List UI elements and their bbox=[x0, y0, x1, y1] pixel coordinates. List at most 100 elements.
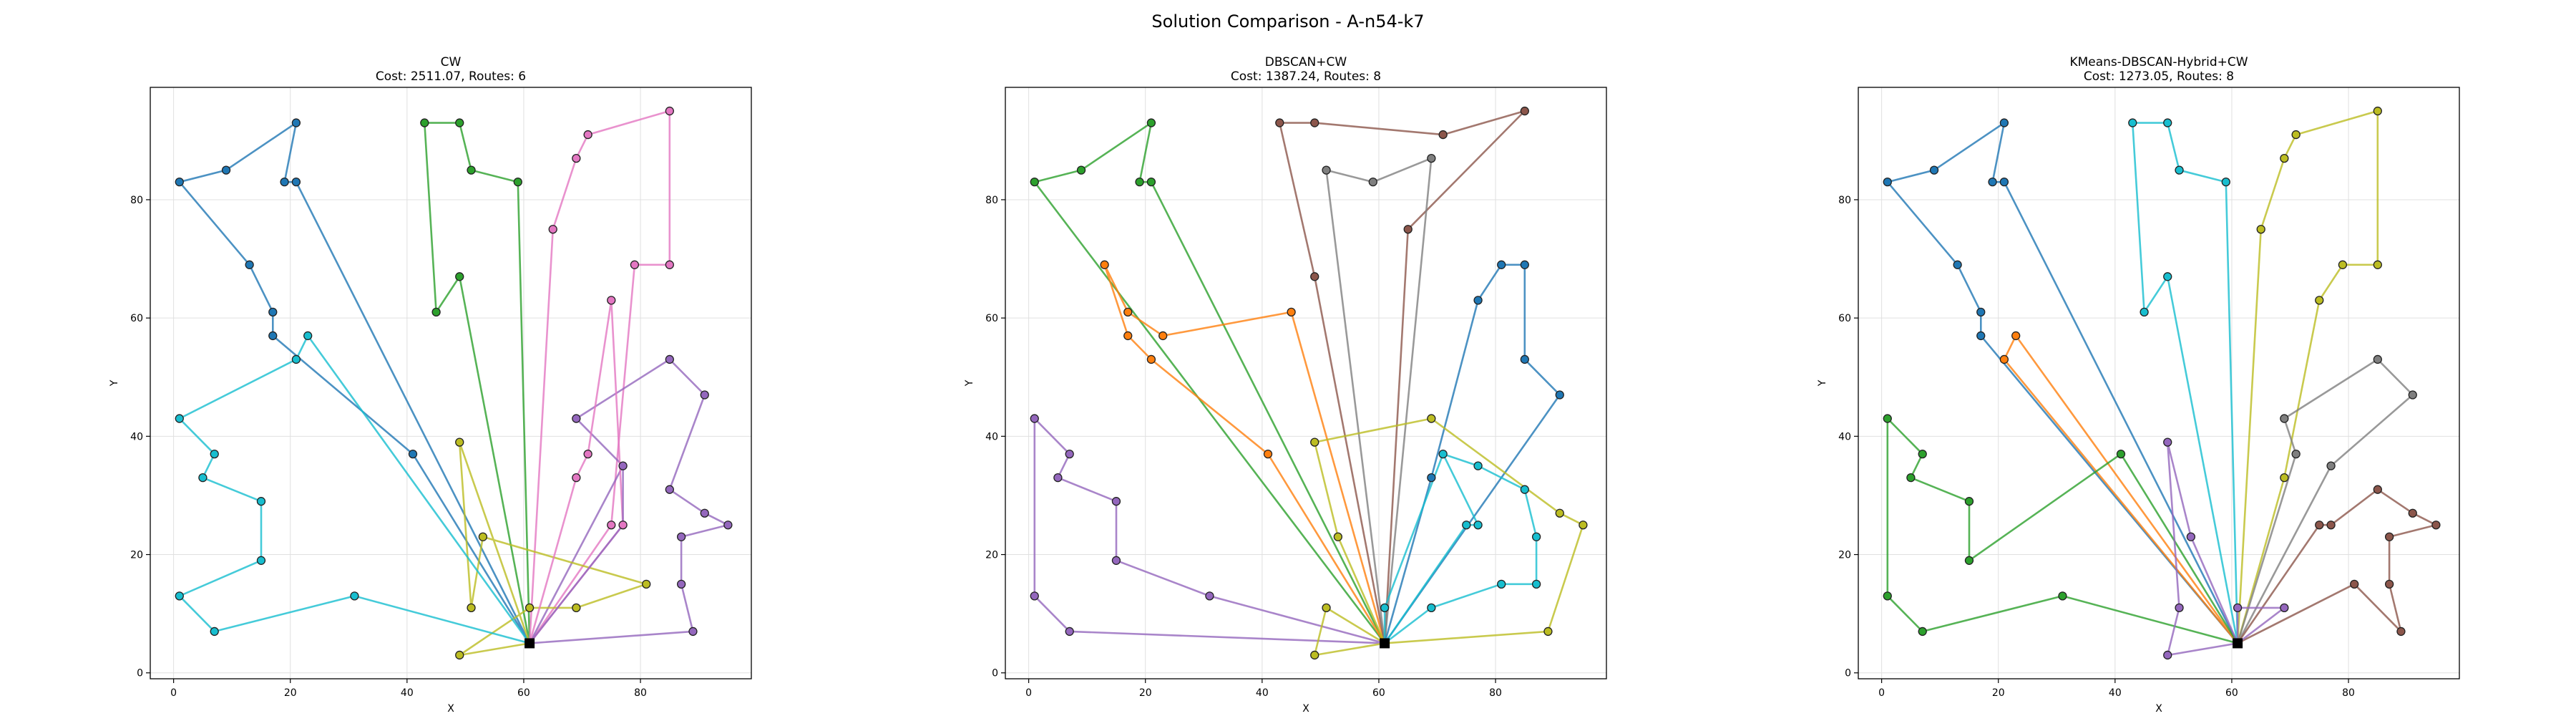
customer-point bbox=[2186, 532, 2196, 541]
route-5-line bbox=[2236, 358, 2414, 644]
customer-point bbox=[1579, 521, 1588, 530]
customer-point bbox=[2373, 485, 2382, 494]
customer-point bbox=[1100, 260, 1109, 269]
chart-title: DBSCAN+CW bbox=[1265, 55, 1347, 69]
route-3-line bbox=[2132, 122, 2239, 644]
x-tick-label: 20 bbox=[1992, 687, 2005, 699]
customer-point bbox=[1543, 626, 1553, 637]
customer-point bbox=[455, 437, 464, 447]
customer-point bbox=[1473, 521, 1483, 530]
customer-point bbox=[1380, 603, 1390, 613]
route-1-line bbox=[178, 122, 531, 644]
customer-point bbox=[1310, 437, 1319, 447]
customer-point bbox=[1146, 118, 1156, 127]
customer-point bbox=[1030, 178, 1039, 187]
customer-point bbox=[291, 118, 301, 127]
chart-subtitle: Cost: 1387.24, Routes: 8 bbox=[1231, 69, 1381, 84]
x-tick-label: 80 bbox=[2342, 687, 2355, 699]
y-tick-label: 40 bbox=[130, 431, 143, 442]
route-7-line bbox=[1886, 417, 2239, 644]
customer-point bbox=[2011, 331, 2021, 341]
customer-point bbox=[2408, 508, 2417, 518]
x-tick-label: 0 bbox=[1025, 687, 1032, 699]
customer-point bbox=[175, 178, 184, 187]
customer-point bbox=[1123, 307, 1133, 317]
customer-point bbox=[268, 331, 278, 341]
customer-point bbox=[1918, 626, 1927, 637]
customer-point bbox=[221, 165, 231, 175]
x-tick-label: 40 bbox=[1256, 687, 1269, 699]
customer-point bbox=[1999, 118, 2009, 127]
route-3-line bbox=[1279, 110, 1526, 644]
route-4-line bbox=[528, 358, 729, 644]
customer-point bbox=[175, 414, 184, 423]
customer-point bbox=[1497, 579, 1506, 589]
customer-point bbox=[2221, 178, 2230, 187]
axes-frame bbox=[1005, 87, 1607, 679]
customer-point bbox=[2280, 473, 2289, 483]
y-tick-label: 80 bbox=[130, 195, 143, 206]
x-tick-label: 80 bbox=[1489, 687, 1502, 699]
customer-point bbox=[700, 508, 709, 518]
customer-point bbox=[268, 307, 278, 317]
customer-point bbox=[1520, 260, 1529, 269]
customer-point bbox=[642, 579, 651, 589]
customer-point bbox=[2175, 603, 2184, 613]
customer-point bbox=[1368, 178, 1377, 187]
customer-point bbox=[245, 260, 254, 269]
customer-point bbox=[1427, 603, 1436, 613]
customer-point bbox=[2280, 414, 2289, 423]
route-1-line bbox=[1033, 122, 1386, 644]
route-segment-1 bbox=[2236, 606, 2285, 644]
customer-point bbox=[1964, 556, 1974, 565]
customer-point bbox=[1555, 390, 1564, 400]
y-tick-label: 0 bbox=[992, 668, 998, 679]
route-segment-1 bbox=[528, 299, 624, 644]
route-segment-2 bbox=[1313, 606, 1385, 657]
customer-point bbox=[1883, 178, 1892, 187]
customer-point bbox=[2315, 296, 2324, 305]
customer-point bbox=[607, 296, 616, 305]
x-axis-label: X bbox=[2155, 703, 2162, 715]
axes-frame bbox=[150, 87, 752, 679]
customer-point bbox=[467, 165, 476, 175]
customer-point bbox=[1310, 272, 1319, 281]
customer-point bbox=[1918, 449, 1927, 459]
customer-point bbox=[2384, 579, 2394, 589]
customer-point bbox=[2233, 603, 2243, 613]
customer-point bbox=[1310, 118, 1319, 127]
route-segment-1 bbox=[1384, 453, 1479, 644]
customer-point bbox=[1146, 354, 1156, 364]
x-tick-label: 60 bbox=[2225, 687, 2238, 699]
customer-point bbox=[1065, 626, 1074, 637]
route-4-line bbox=[2236, 110, 2379, 644]
customer-point bbox=[572, 473, 581, 483]
customer-point bbox=[303, 331, 313, 341]
customer-point bbox=[1053, 473, 1063, 483]
customer-point bbox=[1964, 497, 1974, 506]
customer-point bbox=[280, 178, 289, 187]
customer-point bbox=[688, 626, 698, 637]
customer-point bbox=[431, 307, 441, 317]
customer-point bbox=[2338, 260, 2348, 269]
customer-point bbox=[572, 414, 581, 423]
customer-point bbox=[723, 521, 733, 530]
customer-point bbox=[676, 579, 686, 589]
customer-point bbox=[572, 603, 581, 613]
customer-point bbox=[665, 260, 674, 269]
customer-point bbox=[618, 461, 628, 470]
x-tick-label: 0 bbox=[170, 687, 177, 699]
customer-point bbox=[700, 390, 709, 400]
x-tick-label: 0 bbox=[1878, 687, 1885, 699]
customer-point bbox=[2140, 307, 2149, 317]
customer-point bbox=[1953, 260, 1962, 269]
route-7-line bbox=[1313, 417, 1584, 644]
customer-point bbox=[2128, 118, 2137, 127]
y-tick-label: 40 bbox=[1838, 431, 1851, 442]
x-axis-label: X bbox=[447, 703, 454, 715]
customer-point bbox=[1883, 414, 1892, 423]
customer-point bbox=[478, 532, 488, 541]
customer-point bbox=[2373, 260, 2382, 269]
customer-point bbox=[1030, 591, 1039, 601]
